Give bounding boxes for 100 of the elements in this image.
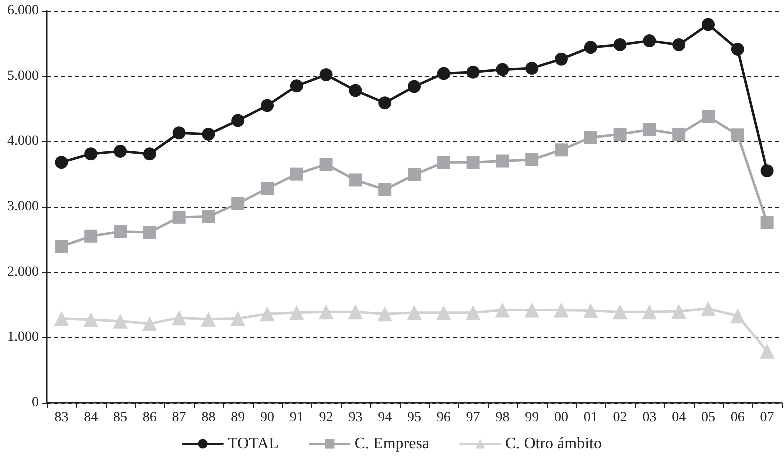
y-tick-label: 0 (32, 396, 39, 410)
point (466, 156, 480, 170)
x-tick-label: 96 (436, 410, 451, 426)
point (614, 38, 627, 52)
point (320, 158, 333, 172)
point (436, 305, 452, 320)
point (114, 144, 127, 158)
point (261, 99, 274, 112)
point (730, 308, 746, 324)
point (232, 197, 245, 210)
point (320, 68, 333, 82)
point (172, 310, 187, 326)
point (672, 38, 686, 52)
point (378, 306, 393, 322)
x-tick-label: 04 (672, 410, 686, 426)
point (290, 80, 304, 93)
point (437, 67, 450, 80)
point (378, 184, 392, 197)
point (143, 226, 156, 239)
point (289, 305, 304, 320)
point (642, 304, 658, 320)
point (142, 316, 158, 332)
point (201, 312, 216, 327)
x-tick-label: 84 (84, 410, 98, 426)
point (466, 305, 481, 320)
point (612, 304, 628, 320)
point (172, 126, 186, 140)
point (318, 304, 334, 320)
point (672, 304, 687, 320)
legend-label: TOTAL (228, 436, 279, 452)
x-tick-label: 02 (613, 410, 628, 426)
x-tick-label: 93 (348, 410, 363, 426)
point (143, 148, 156, 161)
point (232, 114, 245, 128)
y-tick-label: 3.000 (8, 200, 39, 214)
point (290, 168, 304, 181)
x-tick-label: 89 (231, 410, 246, 426)
x-tick-label: 05 (702, 410, 716, 426)
x-tick-label: 97 (466, 410, 480, 426)
point (114, 225, 127, 238)
point (584, 41, 598, 54)
x-tick-label: 94 (378, 410, 392, 426)
point (408, 80, 421, 94)
point (555, 144, 568, 157)
x-tick-label: 95 (408, 410, 422, 426)
point (84, 148, 98, 161)
point (202, 128, 216, 141)
x-tick-label: 06 (730, 410, 745, 426)
point (614, 128, 627, 141)
point (526, 62, 539, 75)
point (113, 314, 128, 329)
point (260, 306, 275, 322)
point (701, 301, 716, 316)
point (524, 302, 540, 318)
point (760, 216, 774, 230)
point (760, 164, 774, 178)
point (437, 156, 450, 170)
point (584, 131, 598, 144)
point (554, 302, 569, 318)
legend-label: C. Otro ámbito (506, 436, 602, 452)
point (555, 52, 568, 66)
x-tick-label: 98 (496, 410, 510, 426)
y-tick-label: 5.000 (8, 68, 39, 84)
point (54, 311, 70, 326)
point (526, 153, 539, 166)
x-tick-label: 99 (525, 410, 540, 426)
x-tick-label: 86 (142, 410, 157, 426)
point (84, 230, 98, 243)
point (261, 182, 274, 196)
point (84, 312, 99, 328)
x-tick-label: 00 (554, 410, 568, 426)
x-tick-label: 87 (172, 410, 186, 426)
x-tick-label: 90 (260, 410, 274, 426)
x-tick-label: 83 (54, 410, 69, 426)
point (55, 240, 68, 254)
x-tick-label: 03 (642, 410, 657, 426)
y-tick-label: 4.000 (8, 134, 39, 150)
y-tick-label: 2.000 (8, 264, 39, 280)
point (466, 66, 480, 79)
point (643, 34, 656, 48)
point (408, 168, 421, 182)
point (702, 110, 715, 124)
point (495, 302, 510, 318)
point (583, 303, 598, 318)
y-tick-label: 6.000 (8, 4, 39, 18)
point (702, 18, 715, 32)
x-tick-label: 85 (114, 410, 128, 426)
point (349, 174, 362, 187)
point (407, 305, 422, 320)
point (55, 156, 68, 170)
x-tick-label: 91 (290, 410, 304, 426)
point (760, 344, 775, 359)
point (348, 304, 364, 320)
point (496, 63, 510, 76)
y-tick-label: 1.000 (8, 330, 39, 346)
point (230, 311, 246, 326)
point (172, 210, 186, 224)
legend-label: C. Empresa (354, 436, 430, 452)
point (731, 43, 744, 56)
point (672, 128, 686, 141)
